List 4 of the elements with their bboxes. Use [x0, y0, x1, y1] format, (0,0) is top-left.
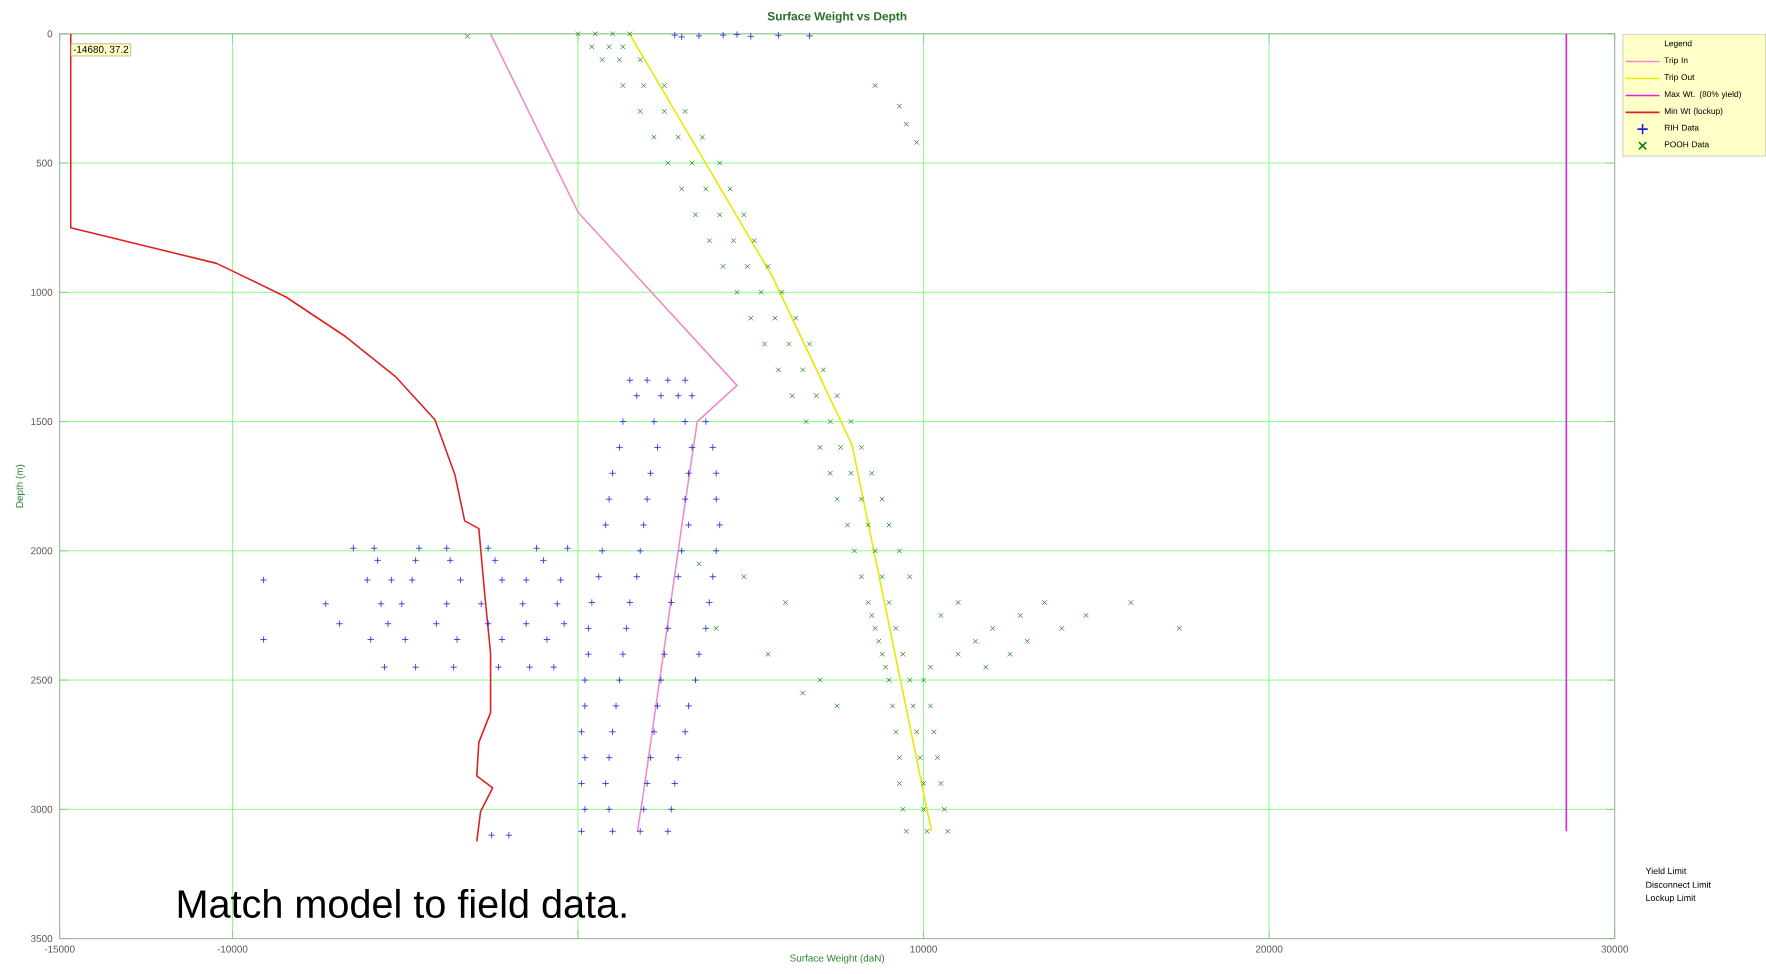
line-series [489, 33, 738, 832]
annotation: Match model to field data. [178, 888, 626, 918]
line-series [69, 33, 494, 842]
line-series [628, 33, 933, 832]
